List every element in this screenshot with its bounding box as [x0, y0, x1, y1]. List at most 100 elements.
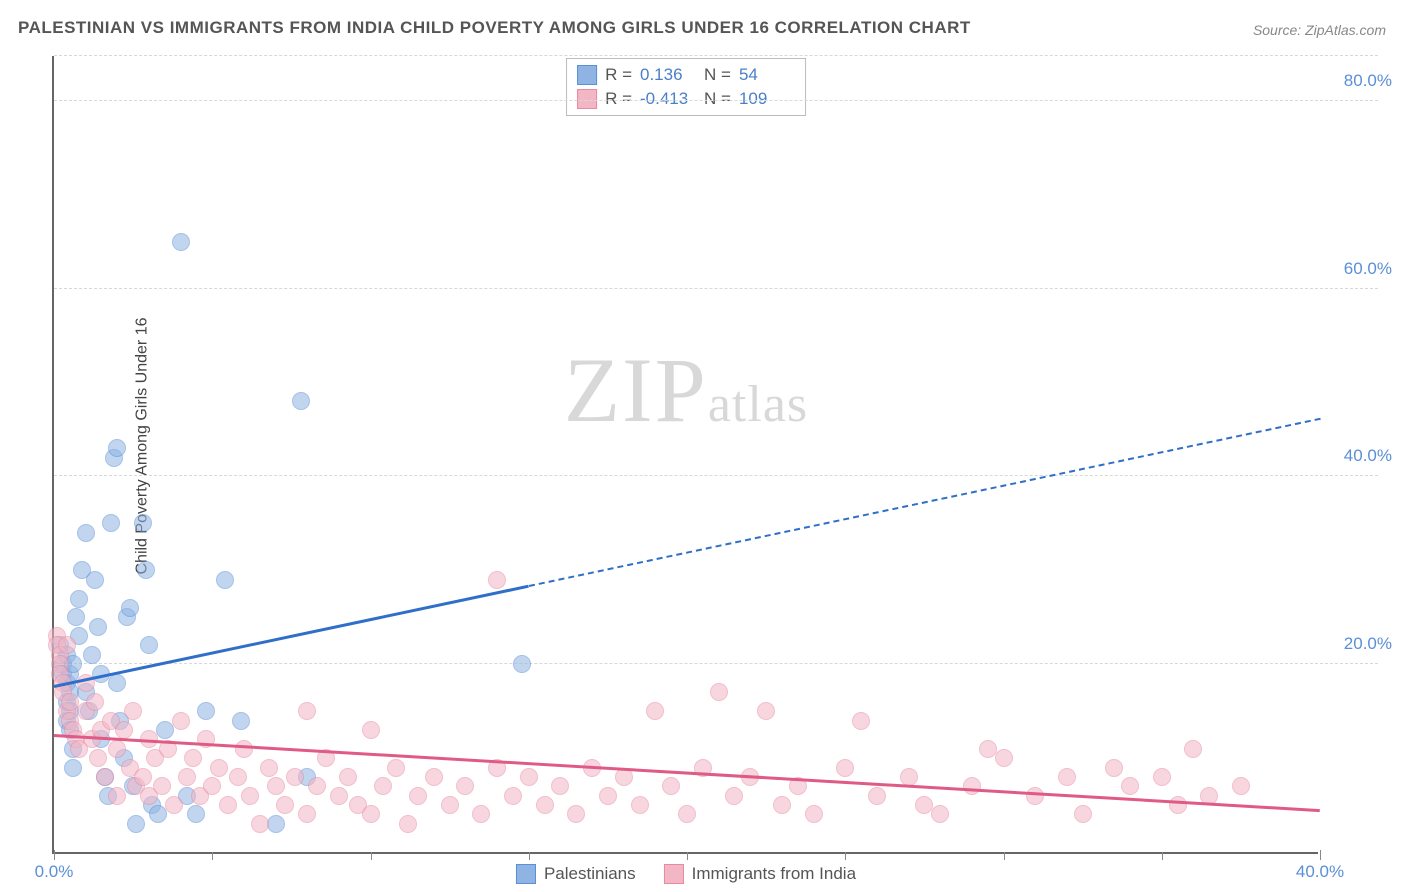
gridline: [54, 475, 1378, 476]
scatter-point-india: [184, 749, 202, 767]
scatter-point-india: [339, 768, 357, 786]
scatter-point-india: [409, 787, 427, 805]
scatter-point-palestinians: [70, 590, 88, 608]
scatter-point-india: [520, 768, 538, 786]
scatter-point-india: [172, 712, 190, 730]
scatter-point-india: [1232, 777, 1250, 795]
x-axis-legend: Palestinians Immigrants from India: [516, 864, 856, 884]
scatter-point-india: [836, 759, 854, 777]
plot-area: ZIPatlas R =0.136N =54R =-0.413N =109 Pa…: [52, 56, 1318, 854]
gridline: [54, 663, 1378, 664]
scatter-point-india: [995, 749, 1013, 767]
scatter-point-palestinians: [83, 646, 101, 664]
stat-n-value: 109: [739, 87, 795, 111]
scatter-point-india: [1153, 768, 1171, 786]
scatter-point-india: [134, 768, 152, 786]
scatter-point-palestinians: [64, 759, 82, 777]
scatter-point-india: [399, 815, 417, 833]
x-tick-label: 40.0%: [1296, 862, 1344, 882]
chart-title: PALESTINIAN VS IMMIGRANTS FROM INDIA CHI…: [18, 18, 971, 38]
scatter-point-india: [1169, 796, 1187, 814]
scatter-point-india: [504, 787, 522, 805]
scatter-point-india: [710, 683, 728, 701]
scatter-point-india: [219, 796, 237, 814]
scatter-point-india: [387, 759, 405, 777]
legend-item-india: Immigrants from India: [664, 864, 856, 884]
scatter-point-india: [646, 702, 664, 720]
x-tick: [371, 852, 372, 860]
scatter-point-india: [472, 805, 490, 823]
scatter-point-india: [203, 777, 221, 795]
scatter-point-india: [86, 693, 104, 711]
stat-r-value: 0.136: [640, 63, 696, 87]
scatter-point-india: [1184, 740, 1202, 758]
scatter-point-india: [362, 805, 380, 823]
scatter-point-india: [235, 740, 253, 758]
x-tick-label: 0.0%: [35, 862, 74, 882]
scatter-point-india: [229, 768, 247, 786]
scatter-point-india: [276, 796, 294, 814]
scatter-point-palestinians: [86, 571, 104, 589]
scatter-point-india: [488, 571, 506, 589]
scatter-point-india: [567, 805, 585, 823]
scatter-point-india: [1026, 787, 1044, 805]
scatter-point-palestinians: [197, 702, 215, 720]
scatter-point-palestinians: [513, 655, 531, 673]
scatter-point-india: [178, 768, 196, 786]
scatter-point-india: [868, 787, 886, 805]
scatter-point-india: [165, 796, 183, 814]
scatter-point-india: [725, 787, 743, 805]
scatter-point-india: [1074, 805, 1092, 823]
stats-row-india: R =-0.413N =109: [577, 87, 795, 111]
scatter-point-palestinians: [172, 233, 190, 251]
y-tick-label: 40.0%: [1344, 446, 1392, 466]
scatter-point-palestinians: [149, 805, 167, 823]
scatter-point-palestinians: [156, 721, 174, 739]
scatter-point-india: [425, 768, 443, 786]
scatter-point-palestinians: [292, 392, 310, 410]
scatter-point-india: [115, 721, 133, 739]
scatter-point-india: [241, 787, 259, 805]
y-tick-label: 60.0%: [1344, 259, 1392, 279]
x-tick: [687, 852, 688, 860]
trend-line: [529, 418, 1321, 587]
scatter-point-india: [108, 787, 126, 805]
watermark: ZIPatlas: [564, 337, 808, 443]
scatter-point-india: [124, 702, 142, 720]
swatch-india: [577, 89, 597, 109]
scatter-point-india: [963, 777, 981, 795]
stat-r-label: R =: [605, 63, 632, 87]
x-tick: [1162, 852, 1163, 860]
scatter-point-india: [308, 777, 326, 795]
scatter-point-india: [757, 702, 775, 720]
scatter-point-india: [1121, 777, 1139, 795]
scatter-point-palestinians: [108, 674, 126, 692]
scatter-point-india: [298, 805, 316, 823]
correlation-stats-box: R =0.136N =54R =-0.413N =109: [566, 58, 806, 116]
legend-item-palestinians: Palestinians: [516, 864, 636, 884]
scatter-point-palestinians: [121, 599, 139, 617]
scatter-point-india: [1105, 759, 1123, 777]
scatter-point-palestinians: [216, 571, 234, 589]
stat-r-value: -0.413: [640, 87, 696, 111]
x-tick: [212, 852, 213, 860]
gridline: [54, 55, 1378, 56]
stat-r-label: R =: [605, 87, 632, 111]
stat-n-value: 54: [739, 63, 795, 87]
scatter-point-india: [631, 796, 649, 814]
x-tick: [1004, 852, 1005, 860]
scatter-point-india: [267, 777, 285, 795]
scatter-point-india: [678, 805, 696, 823]
gridline: [54, 100, 1378, 101]
scatter-point-palestinians: [187, 805, 205, 823]
swatch-palestinians: [516, 864, 536, 884]
x-tick: [845, 852, 846, 860]
swatch-india: [664, 864, 684, 884]
y-tick-label: 20.0%: [1344, 634, 1392, 654]
scatter-point-palestinians: [134, 514, 152, 532]
scatter-point-india: [773, 796, 791, 814]
stat-n-label: N =: [704, 63, 731, 87]
scatter-point-india: [286, 768, 304, 786]
scatter-point-palestinians: [102, 514, 120, 532]
gridline: [54, 288, 1378, 289]
